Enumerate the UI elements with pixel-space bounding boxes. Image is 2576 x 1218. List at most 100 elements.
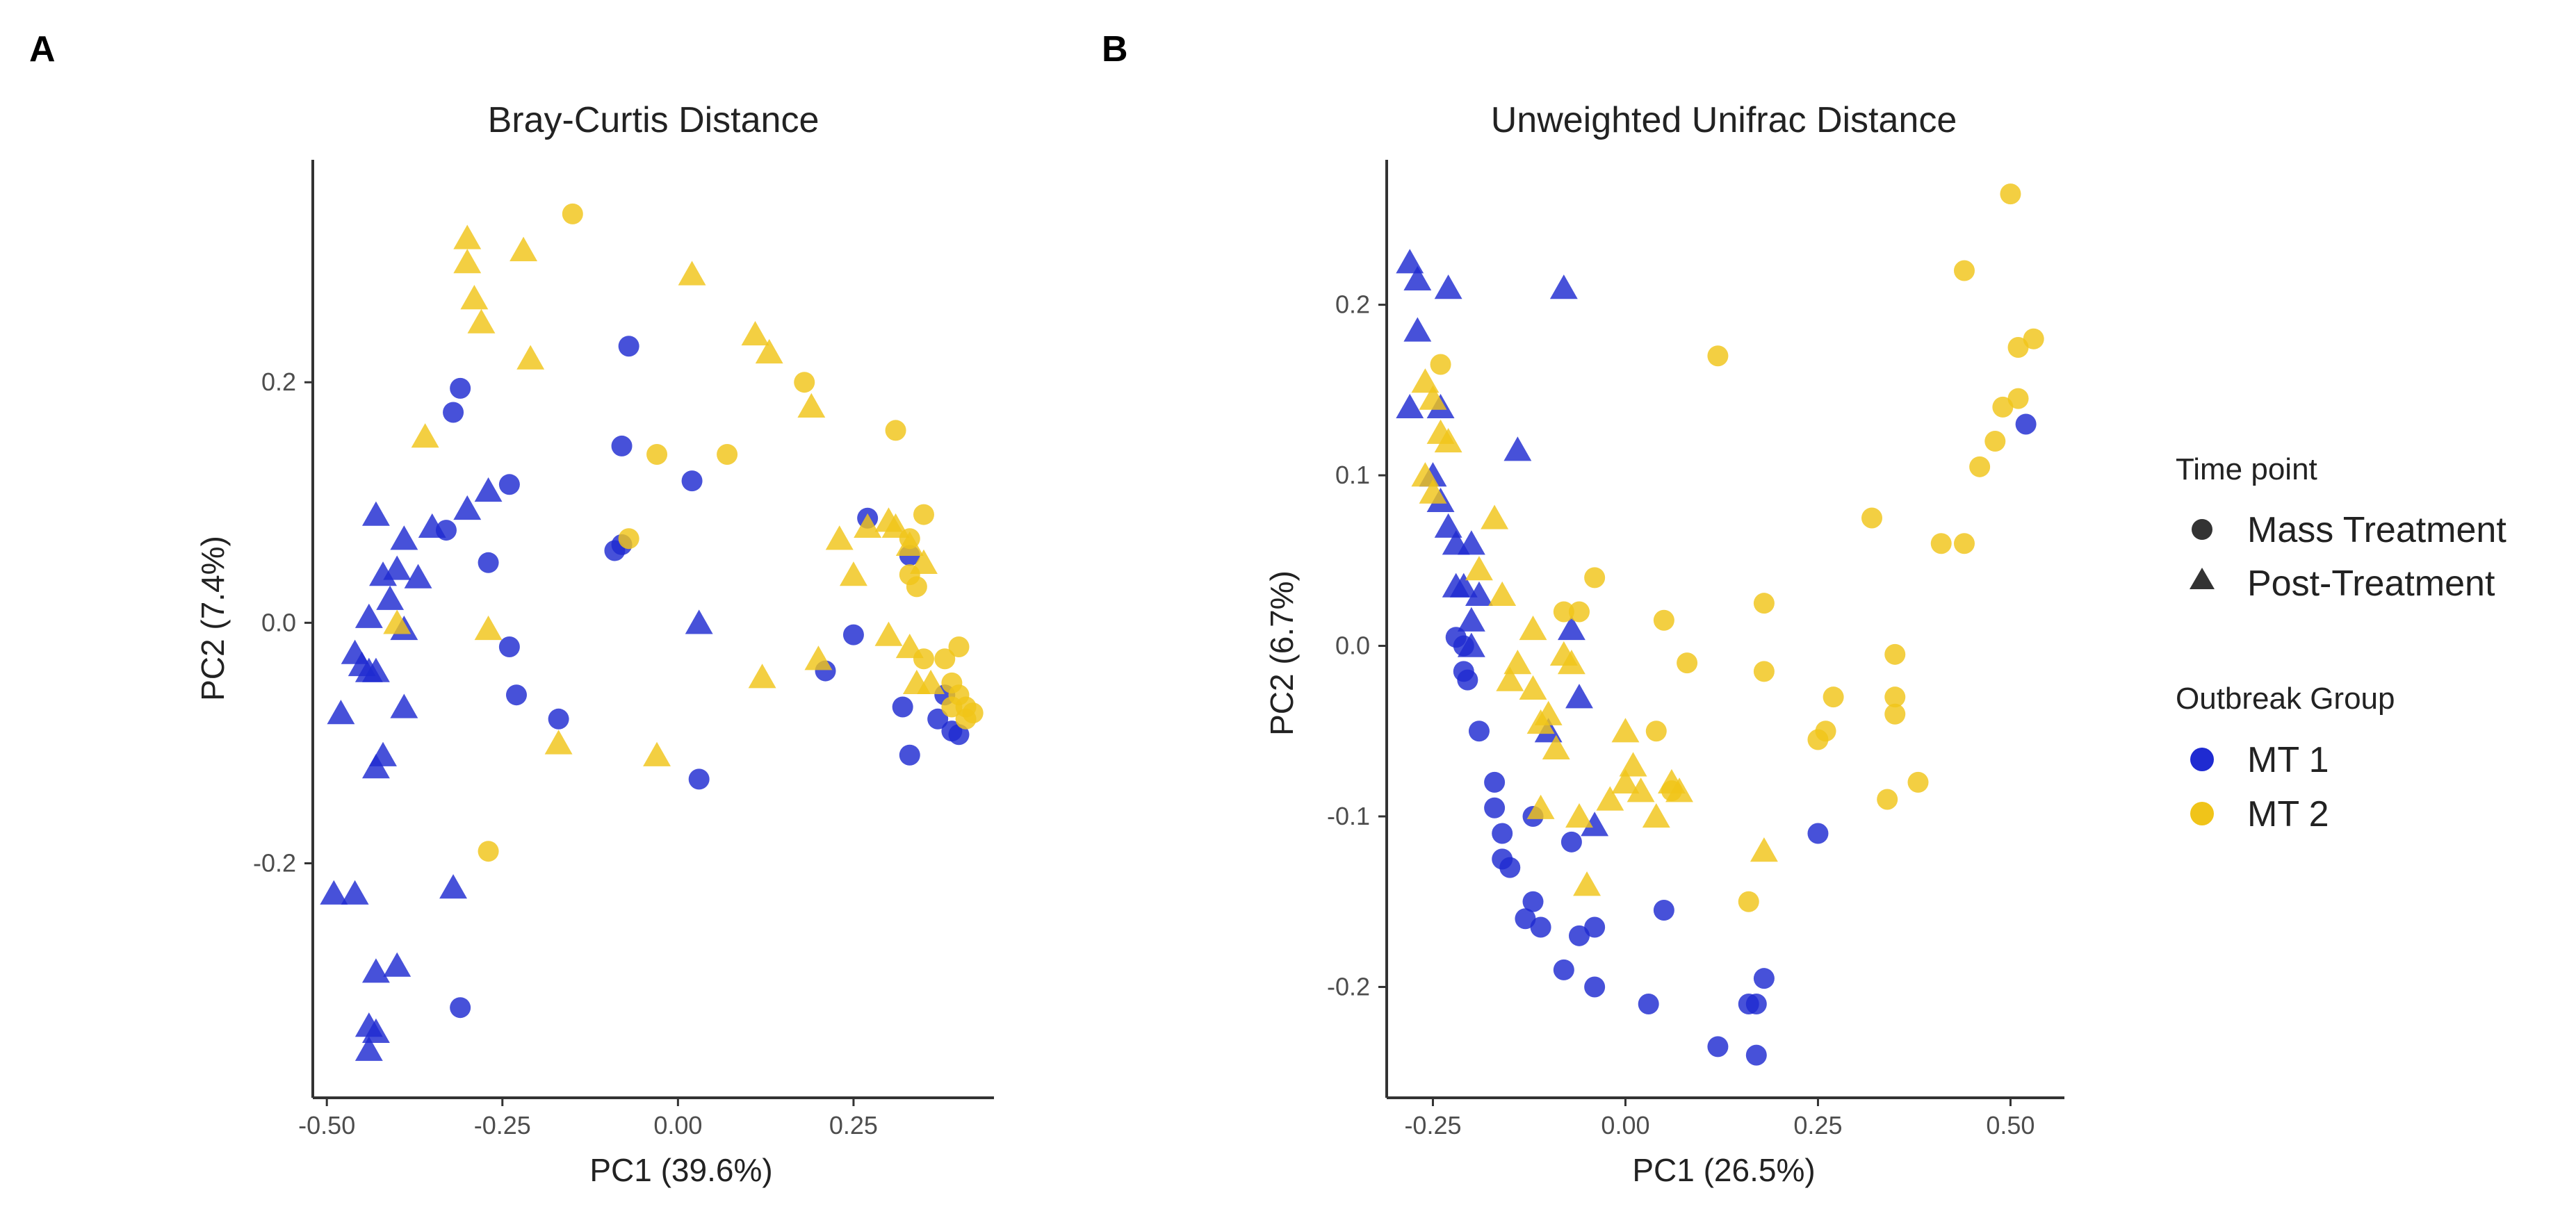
chart-a-point-mt2-triangle xyxy=(895,633,924,659)
chart-a-point-mt2-triangle xyxy=(453,249,482,274)
chart-b-y-tick-label: -0.2 xyxy=(1327,972,1370,1001)
legend-mt2-swatch xyxy=(2190,802,2214,825)
chart-b-point-mt1-triangle xyxy=(1396,249,1424,274)
chart-b-point-mt1-triangle xyxy=(1557,616,1585,641)
chart-a-point-mt1-circle xyxy=(498,636,520,657)
chart-a-point-mt2-triangle xyxy=(748,664,776,689)
chart-a-point-mt1-triangle xyxy=(390,693,418,718)
chart-a-point-mt2-circle xyxy=(934,648,956,670)
legend-item-mt1: MT 1 xyxy=(2247,740,2329,780)
chart-a-point-mt1-circle xyxy=(899,744,920,766)
chart-a-point-mt2-triangle xyxy=(474,616,503,641)
chart-b-point-mt1-circle xyxy=(1560,831,1582,853)
chart-b-point-mt1-circle xyxy=(1568,925,1590,946)
chart-b-point-mt2-circle xyxy=(1645,721,1667,742)
chart-a-point-mt1-triangle xyxy=(383,952,411,977)
chart-a-point-mt1-circle xyxy=(443,402,464,423)
chart-a-ylabel: PC2 (7.4%) xyxy=(195,536,231,701)
chart-b-y-tick-label: 0.1 xyxy=(1335,461,1370,489)
chart-b-y-tick-label: 0.0 xyxy=(1335,632,1370,660)
chart-a-point-mt2-triangle xyxy=(643,741,671,766)
chart-a-point-mt1-circle xyxy=(505,684,527,706)
chart-b-point-mt2-triangle xyxy=(1465,556,1493,581)
chart-a-point-mt1-triangle xyxy=(369,741,397,766)
chart-b-point-mt2-triangle xyxy=(1642,803,1670,828)
chart-a-point-mt2-triangle xyxy=(804,645,833,670)
chart-a-y-tick-label: 0.2 xyxy=(261,368,296,396)
chart-b-point-mt1-circle xyxy=(1807,823,1829,844)
chart-a-point-mt1-circle xyxy=(948,724,970,746)
chart-b-point-mt1-circle xyxy=(1584,976,1606,998)
legend-timepoint-title: Time point xyxy=(2176,452,2317,486)
chart-a-point-mt2-triangle xyxy=(678,261,706,286)
chart-b-point-mt1-circle xyxy=(1753,968,1775,989)
chart-b-point-mt1-triangle xyxy=(1549,274,1578,299)
legend-circle-icon xyxy=(2192,519,2212,540)
chart-a-point-mt1-circle xyxy=(688,768,710,790)
chart-b-point-mt2-triangle xyxy=(1519,675,1547,700)
chart-a-point-mt1-triangle xyxy=(383,555,411,580)
chart-b-point-mt2-triangle xyxy=(1488,581,1517,607)
chart-b-point-mt1-triangle xyxy=(1503,436,1532,461)
chart-b-point-mt2-circle xyxy=(1553,601,1574,623)
chart-b-point-mt1-circle xyxy=(1484,771,1506,793)
chart-a-x-tick-label: -0.25 xyxy=(474,1111,531,1139)
chart-a-point-mt1-triangle xyxy=(354,1036,383,1061)
chart-a-point-mt1-circle xyxy=(892,696,913,718)
chart-b-point-mt2-triangle xyxy=(1526,794,1555,819)
chart-a-point-mt1-triangle xyxy=(354,603,383,628)
chart-b-point-mt2-triangle xyxy=(1503,650,1532,675)
chart-a-point-mt2-circle xyxy=(794,372,815,393)
chart-b-point-mt1-circle xyxy=(1457,669,1478,691)
chart-b-point-mt2-circle xyxy=(2007,388,2029,409)
chart-a-point-mt2-triangle xyxy=(874,621,903,646)
chart-b-point-mt2-circle xyxy=(1884,643,1906,665)
chart-a-point-mt2-circle xyxy=(913,504,934,525)
chart-b-point-mt2-circle xyxy=(1861,507,1883,529)
chart-b-point-mt1-circle xyxy=(1745,1044,1767,1066)
chart-b-point-mt2-circle xyxy=(1953,260,1975,281)
chart-b-point-mt2-circle xyxy=(1969,456,1991,477)
chart-b-title: Unweighted Unifrac Distance xyxy=(1491,100,1957,140)
chart-a-point-mt2-triangle xyxy=(917,669,945,695)
legend: Time point Mass Treatment Post-Treatment… xyxy=(2176,452,2506,834)
chart-a-point-mt2-circle xyxy=(646,444,668,466)
chart-a-point-mt2-triangle xyxy=(460,285,489,310)
chart-a-point-mt1-triangle xyxy=(361,657,390,682)
chart-b-point-mt2-circle xyxy=(1823,686,1844,708)
chart-a-point-mt2-triangle xyxy=(467,308,496,334)
chart-a-point-mt2-triangle xyxy=(797,393,826,418)
chart-a-point-mt2-circle xyxy=(618,528,639,550)
chart-b-point-mt1-circle xyxy=(1653,900,1674,921)
chart-a-point-mt2-circle xyxy=(885,420,906,441)
chart-b-xlabel: PC1 (26.5%) xyxy=(1632,1152,1815,1188)
chart-b-point-mt2-circle xyxy=(2023,328,2044,349)
chart-b-point-mt2-circle xyxy=(1907,771,1929,793)
chart-a-point-mt1-circle xyxy=(618,336,639,357)
chart-b-point-mt2-circle xyxy=(1707,345,1729,367)
chart-b-point-mt2-circle xyxy=(1753,661,1775,682)
chart-a-x-tick-label: 0.25 xyxy=(829,1111,878,1139)
chart-a-point-mt2-triangle xyxy=(453,224,482,249)
chart-b-point-mt1-triangle xyxy=(1465,581,1493,607)
chart-b-point-mt2-circle xyxy=(1677,652,1698,674)
chart-b-point-mt2-triangle xyxy=(1611,718,1640,743)
chart-a-point-mt1-circle xyxy=(842,624,864,645)
chart-a-point-mt1-triangle xyxy=(685,609,713,634)
chart-a-point-mt2-circle xyxy=(717,444,738,466)
chart-b-point-mt2-circle xyxy=(1930,533,1952,554)
chart-b-point-mt2-circle xyxy=(1568,601,1590,623)
legend-item-mass-treatment: Mass Treatment xyxy=(2247,510,2506,550)
chart-b-point-mt2-triangle xyxy=(1419,385,1447,410)
chart-b-point-mt2-circle xyxy=(1877,789,1898,810)
chart-b-point-mt2-circle xyxy=(1884,686,1906,708)
chart-b-plot-area: -0.25 0.00 0.25 0.50 -0.2 -0.1 0.0 0.1 0.2 xyxy=(1327,160,2064,1139)
legend-item-mt2: MT 2 xyxy=(2247,794,2329,834)
chart-a-point-mt2-triangle xyxy=(741,320,769,346)
chart-a-point-mt2-triangle xyxy=(755,338,783,364)
chart-b-ylabel: PC2 (6.7%) xyxy=(1264,570,1300,736)
chart-b-point-mt1-circle xyxy=(1499,857,1521,878)
chart-b-point-mt2-triangle xyxy=(1542,734,1570,759)
chart-a-point-mt2-triangle xyxy=(510,236,538,261)
chart-b-point-mt2-triangle xyxy=(1434,428,1462,453)
